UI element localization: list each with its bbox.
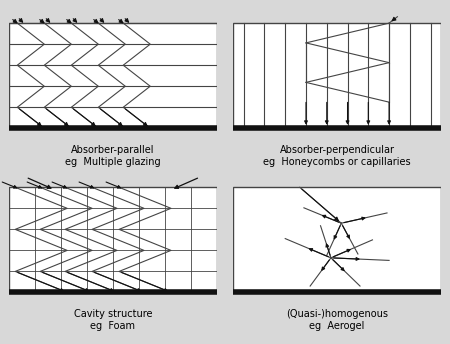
Bar bbox=[9, 23, 217, 128]
Text: eg  Multiple glazing: eg Multiple glazing bbox=[65, 157, 161, 166]
Text: Absorber-perpendicular: Absorber-perpendicular bbox=[279, 145, 395, 155]
Text: (Quasi-)homogenous: (Quasi-)homogenous bbox=[286, 309, 388, 319]
Text: eg  Aerogel: eg Aerogel bbox=[310, 321, 365, 331]
Text: eg  Foam: eg Foam bbox=[90, 321, 135, 331]
Text: Absorber-parallel: Absorber-parallel bbox=[71, 145, 155, 155]
Text: Cavity structure: Cavity structure bbox=[74, 309, 152, 319]
Text: eg  Honeycombs or capillaries: eg Honeycombs or capillaries bbox=[263, 157, 411, 166]
Bar bbox=[233, 187, 441, 292]
Bar bbox=[9, 187, 217, 292]
Bar bbox=[233, 23, 441, 128]
